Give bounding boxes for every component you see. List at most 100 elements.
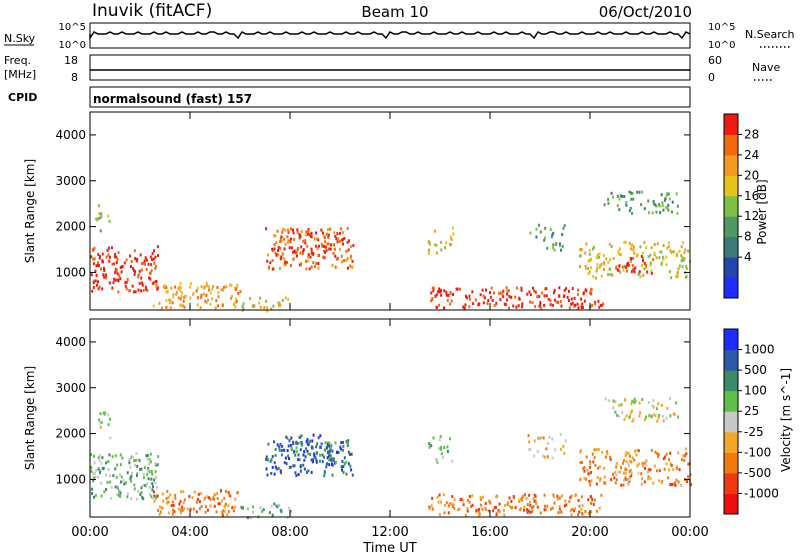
echo-cell [592,460,595,464]
echo-cell [673,412,676,416]
echo-cell [118,488,121,492]
echo-cell [101,287,104,291]
echo-cell [279,469,282,473]
echo-cell [583,469,586,473]
echo-cell [662,457,665,461]
echo-cell [297,458,300,462]
echo-cell [151,488,154,492]
echo-cell [221,288,224,292]
echo-cell [307,227,310,231]
echo-cell [452,232,455,236]
echo-cell [440,248,443,252]
echo-cell [518,297,521,301]
echo-cell [120,270,123,274]
echo-cell [154,470,157,474]
echo-cell [108,255,111,259]
echo-cell [334,441,337,445]
echo-cell [543,455,546,459]
echo-cell [427,248,430,252]
echo-cell [182,501,185,505]
echo-cell [595,448,598,452]
echo-cell [136,257,139,261]
echo-cell [619,253,622,257]
echo-cell [536,295,539,299]
echo-cell [338,231,341,235]
echo-cell [583,476,586,480]
echo-cell [632,248,635,252]
echo-cell [279,257,282,261]
echo-cell [179,511,182,515]
velocity-ytick-label: 2000 [55,427,86,441]
echo-cell [321,453,324,457]
echo-cell [479,293,482,297]
echo-cell [304,239,307,243]
echo-cell [329,458,332,462]
echo-cell [94,493,97,497]
echo-cell [134,257,137,261]
echo-cell [326,462,329,466]
echo-cell [443,446,446,450]
echo-cell [216,304,219,308]
echo-cell [93,471,96,475]
echo-cell [637,471,640,475]
echo-cell [676,467,679,471]
echo-cell [687,475,690,479]
echo-cell [561,233,564,237]
echo-cell [577,306,580,310]
echo-cell [307,253,310,257]
echo-cell [179,508,182,512]
echo-cell [100,267,103,271]
echo-cell [242,302,245,306]
echo-cell [625,203,628,207]
echo-cell [430,504,433,508]
echo-cell [552,291,555,295]
echo-cell [178,285,181,289]
echo-cell [546,441,549,445]
echo-cell [341,448,344,452]
echo-cell [100,215,103,219]
echo-cell [318,453,321,457]
echo-cell [240,505,243,509]
echo-cell [528,509,531,513]
echo-cell [627,263,630,267]
echo-cell [499,291,502,295]
echo-cell [466,509,469,513]
echo-cell [125,481,128,485]
echo-cell [445,290,448,294]
echo-cell [154,280,157,284]
echo-cell [112,262,115,266]
echo-cell [275,504,278,508]
echo-cell [137,275,140,279]
echo-cell [682,241,685,245]
echo-cell [132,267,135,271]
echo-cell [681,256,684,260]
echo-cell [283,461,286,465]
echo-cell [150,495,153,499]
echo-cell [291,228,294,232]
echo-cell [314,456,317,460]
power-colorbar-swatch [724,134,738,156]
echo-cell [209,497,212,501]
echo-cell [582,292,585,296]
echo-cell [587,272,590,276]
echo-cell [487,509,490,513]
echo-cell [169,306,172,310]
echo-cell [153,478,156,482]
echo-cell [589,465,592,469]
echo-cell [507,289,510,293]
echo-cell [638,401,641,405]
echo-cell [571,301,574,305]
echo-cell [158,301,161,305]
echo-cell [154,481,157,485]
echo-cell [283,237,286,241]
echo-cell [617,252,620,256]
echo-cell [289,465,292,469]
echo-cell [335,237,338,241]
echo-cell [529,504,532,508]
echo-cell [580,247,583,251]
time-tick-label: 00:00 [671,525,708,540]
echo-cell [573,304,576,308]
echo-cell [658,413,661,417]
echo-cell [558,244,561,248]
